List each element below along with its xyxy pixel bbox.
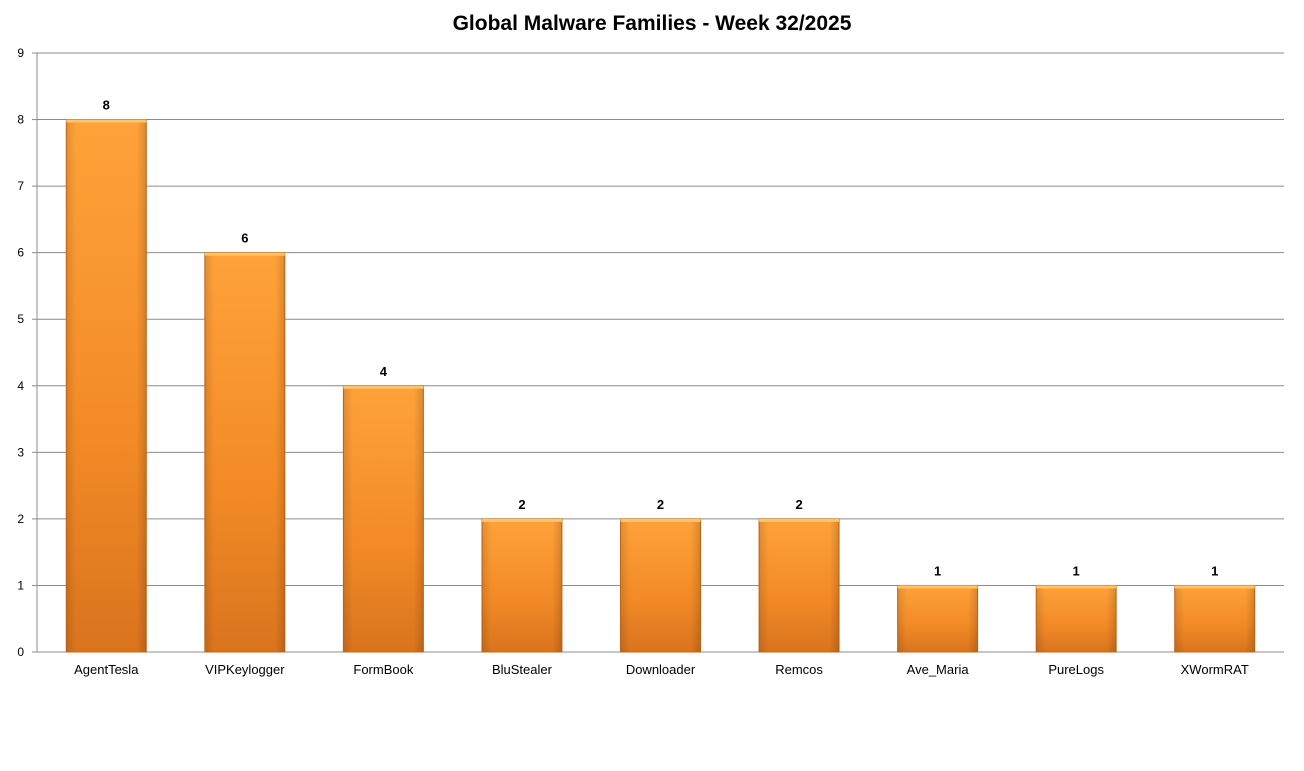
data-label: 6 — [241, 231, 248, 246]
y-tick-label: 7 — [17, 179, 24, 193]
y-tick-label: 9 — [17, 46, 24, 60]
x-tick-label: AgentTesla — [74, 662, 139, 677]
y-tick-label: 0 — [17, 645, 24, 659]
x-tick-label: PureLogs — [1048, 662, 1104, 677]
data-label: 4 — [380, 364, 388, 379]
bar-top-highlight — [66, 119, 147, 123]
bar-top-highlight — [343, 385, 424, 389]
x-tick-label: Ave_Maria — [907, 662, 970, 677]
x-tick-label: XWormRAT — [1181, 662, 1249, 677]
bar-shade — [66, 119, 147, 653]
x-tick-label: FormBook — [353, 662, 413, 677]
data-label: 2 — [657, 497, 664, 512]
y-tick-label: 5 — [17, 312, 24, 326]
data-label: 2 — [795, 497, 802, 512]
data-label: 1 — [1073, 563, 1080, 578]
bar-top-highlight — [759, 518, 840, 522]
x-tick-label: BluStealer — [492, 662, 553, 677]
bar-shade — [897, 585, 978, 652]
data-label: 8 — [103, 98, 110, 113]
x-tick-label: Remcos — [775, 662, 823, 677]
bar-top-highlight — [481, 518, 562, 522]
bar-shade — [1174, 585, 1255, 652]
bar-shade — [620, 518, 701, 652]
bar-top-highlight — [620, 518, 701, 522]
y-tick-label: 8 — [17, 113, 24, 127]
x-tick-label: VIPKeylogger — [205, 662, 285, 677]
data-label: 1 — [934, 563, 941, 578]
x-tick-label: Downloader — [626, 662, 696, 677]
labels: 0 1 2 3 4 5 6 7 8 9 8 AgentTesla 6 VIPKeylogger 4 FormB… — [17, 46, 1249, 677]
bar-shade — [204, 252, 285, 652]
data-label: 1 — [1211, 563, 1218, 578]
bar-shade — [343, 385, 424, 652]
y-tick-label: 3 — [17, 445, 24, 459]
bars — [65, 119, 1256, 653]
bar-top-highlight — [204, 252, 285, 256]
bar-top-highlight — [1036, 585, 1117, 589]
y-tick-label: 4 — [17, 379, 24, 393]
bar-shade — [759, 518, 840, 652]
bar-shade — [1036, 585, 1117, 652]
y-tick-label: 2 — [17, 512, 24, 526]
chart-title: Global Malware Families - Week 32/2025 — [452, 12, 852, 35]
y-tick-label: 1 — [17, 578, 24, 592]
data-label: 2 — [518, 497, 525, 512]
y-tick-label: 6 — [17, 246, 24, 260]
bar-top-highlight — [897, 585, 978, 589]
bar-top-highlight — [1174, 585, 1255, 589]
bar-shade — [481, 518, 562, 652]
